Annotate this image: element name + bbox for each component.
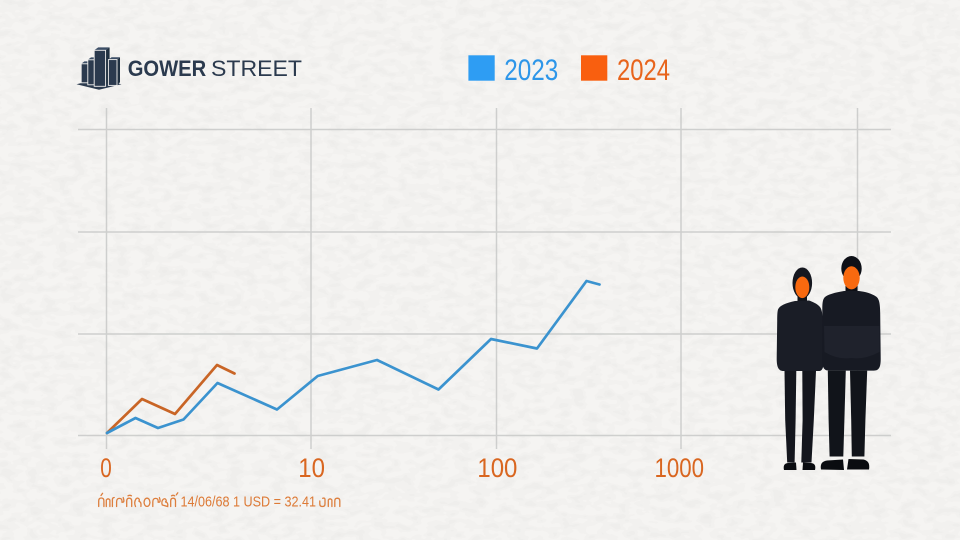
svg-text:1000: 1000 — [655, 453, 705, 483]
svg-text:2024: 2024 — [617, 54, 670, 87]
svg-text:100: 100 — [477, 453, 517, 483]
svg-text:14/06/68 1 USD = 32.41: 14/06/68 1 USD = 32.41 — [181, 494, 317, 511]
svg-text:STREET: STREET — [211, 56, 302, 81]
svg-text:0: 0 — [100, 453, 112, 483]
svg-text:10: 10 — [298, 453, 325, 483]
svg-text:2023: 2023 — [504, 54, 558, 87]
svg-text:GOWER: GOWER — [128, 56, 207, 81]
